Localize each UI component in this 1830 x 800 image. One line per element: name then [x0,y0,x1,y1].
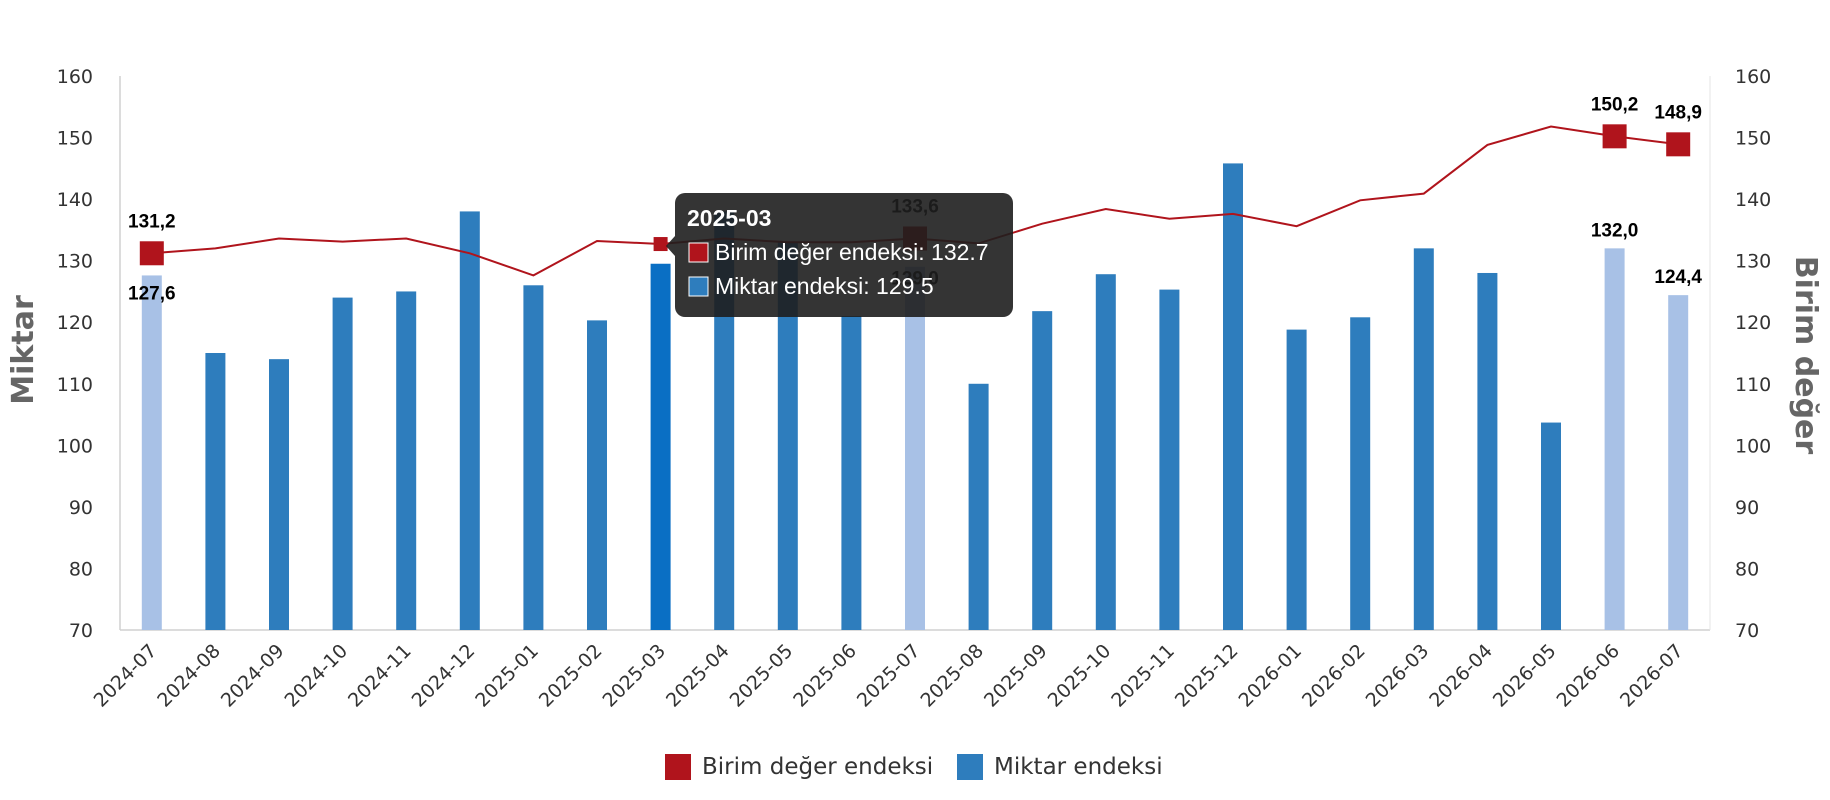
legend-label[interactable]: Birim değer endeksi [702,754,933,780]
line-marker-2024-07[interactable] [139,241,164,266]
bar-series [141,163,1689,631]
x-tick-label: 2026-07 [1616,640,1688,712]
x-tick-label: 2025-07 [853,640,925,712]
y-axis-right-ticks: 70 80 90 100 110 120 130 140 150 160 [1735,66,1771,642]
y-right-tick-label: 130 [1735,251,1771,273]
bar-2025-07[interactable] [905,266,925,630]
bar-2025-12[interactable] [1223,163,1243,631]
bar-2026-02[interactable] [1350,317,1371,630]
x-tick-label: 2026-05 [1489,640,1561,712]
bar-2025-05[interactable] [777,242,798,630]
bar-2025-11[interactable] [1159,289,1180,630]
line-marker-active[interactable] [653,237,668,252]
y-right-tick-label: 160 [1735,66,1771,88]
bar-2025-06[interactable] [841,316,862,630]
y-left-tick-label: 110 [57,374,93,396]
bar-2026-05[interactable] [1541,422,1561,630]
bar-data-label: 127,6 [128,283,176,304]
x-tick-label: 2025-06 [789,640,861,712]
x-tick-label: 2026-06 [1552,640,1624,712]
bar-2026-04[interactable] [1477,272,1498,630]
y-left-tick-label: 100 [57,435,93,457]
bar-2026-07[interactable] [1668,295,1689,630]
y-left-tick-label: 80 [69,558,93,580]
y-right-tick-label: 80 [1735,558,1759,580]
tooltip-caret [666,236,675,256]
legend-swatch[interactable] [665,754,691,780]
bar-2026-01[interactable] [1286,329,1307,630]
x-tick-label: 2024-09 [217,640,289,712]
x-tick-label: 2026-04 [1425,640,1497,712]
y-left-tick-label: 150 [57,128,93,150]
y-left-tick-label: 120 [57,312,93,334]
bar-data-label: 132,0 [1591,220,1639,241]
y-right-tick-label: 140 [1735,189,1771,211]
x-tick-label: 2025-02 [535,640,607,712]
bar-2024-10[interactable] [332,297,353,630]
x-tick-label: 2025-08 [916,640,988,712]
y-right-tick-label: 120 [1735,312,1771,334]
line-data-label: 150,2 [1591,94,1639,115]
x-tick-label: 2025-05 [726,640,798,712]
x-tick-label: 2025-04 [662,640,734,712]
x-tick-label: 2025-03 [598,640,670,712]
tooltip-line: Miktar endeksi: 129.5 [715,273,934,299]
tooltip-box [675,193,1013,317]
x-tick-label: 2024-12 [408,640,480,712]
x-tick-label: 2026-02 [1298,640,1370,712]
y-axis-left-ticks: 70 80 90 100 110 120 130 140 150 160 [57,66,93,642]
x-tick-label: 2024-07 [90,640,162,712]
bar-2024-09[interactable] [269,359,289,630]
bar-2026-06[interactable] [1604,248,1625,630]
x-tick-label: 2024-11 [344,640,416,712]
tooltip-title: 2025-03 [687,205,771,231]
line-marker-2026-07[interactable] [1666,132,1691,157]
y-axis-right-title: Birim değer [1788,256,1823,455]
x-tick-label: 2025-12 [1171,640,1243,712]
x-tick-label: 2025-10 [1044,640,1116,712]
y-left-tick-label: 140 [57,189,93,211]
tooltip-line: Birim değer endeksi: 132.7 [715,239,989,265]
x-tick-label: 2025-11 [1107,640,1179,712]
bar-2025-03[interactable] [650,263,671,630]
x-tick-label: 2026-03 [1362,640,1434,712]
y-left-tick-label: 130 [57,251,93,273]
y-left-tick-label: 160 [57,66,93,88]
bar-2024-11[interactable] [396,291,417,630]
y-left-tick-label: 90 [69,497,93,519]
y-right-tick-label: 90 [1735,497,1759,519]
bar-2025-08[interactable] [968,383,989,630]
bar-2026-03[interactable] [1413,248,1434,630]
x-tick-label: 2025-01 [471,640,543,712]
y-right-tick-label: 70 [1735,620,1759,642]
legend: Birim değer endeksi Miktar endeksi [665,754,1163,780]
x-axis-ticks: 2024-072024-082024-092024-102024-112024-… [90,640,1688,712]
line-data-label: 148,9 [1654,102,1702,123]
x-tick-label: 2024-10 [280,640,352,712]
bar-2025-09[interactable] [1032,311,1053,630]
y-axis-left-title: Miktar [6,295,41,405]
bar-data-label: 124,4 [1654,267,1702,288]
bar-2025-01[interactable] [523,285,544,630]
x-tick-label: 2026-01 [1234,640,1306,712]
legend-swatch[interactable] [957,754,983,780]
y-right-tick-label: 100 [1735,435,1771,457]
bar-2025-02[interactable] [587,320,607,630]
y-right-tick-label: 110 [1735,374,1771,396]
tooltip-swatch [688,276,709,297]
bar-2025-10[interactable] [1095,274,1116,630]
tooltip: 2025-03 Birim değer endeksi: 132.7 Miktar … [666,193,1013,317]
x-tick-label: 2024-08 [153,640,225,712]
bar-2024-12[interactable] [459,211,480,630]
tooltip-swatch [688,242,709,263]
line-marker-2026-06[interactable] [1602,124,1627,149]
x-tick-label: 2025-09 [980,640,1052,712]
legend-label[interactable]: Miktar endeksi [994,754,1163,780]
y-left-tick-label: 70 [69,620,93,642]
bar-2024-07[interactable] [141,275,162,630]
line-data-label: 131,2 [128,211,176,232]
bar-2024-08[interactable] [205,353,226,630]
y-right-tick-label: 150 [1735,128,1771,150]
